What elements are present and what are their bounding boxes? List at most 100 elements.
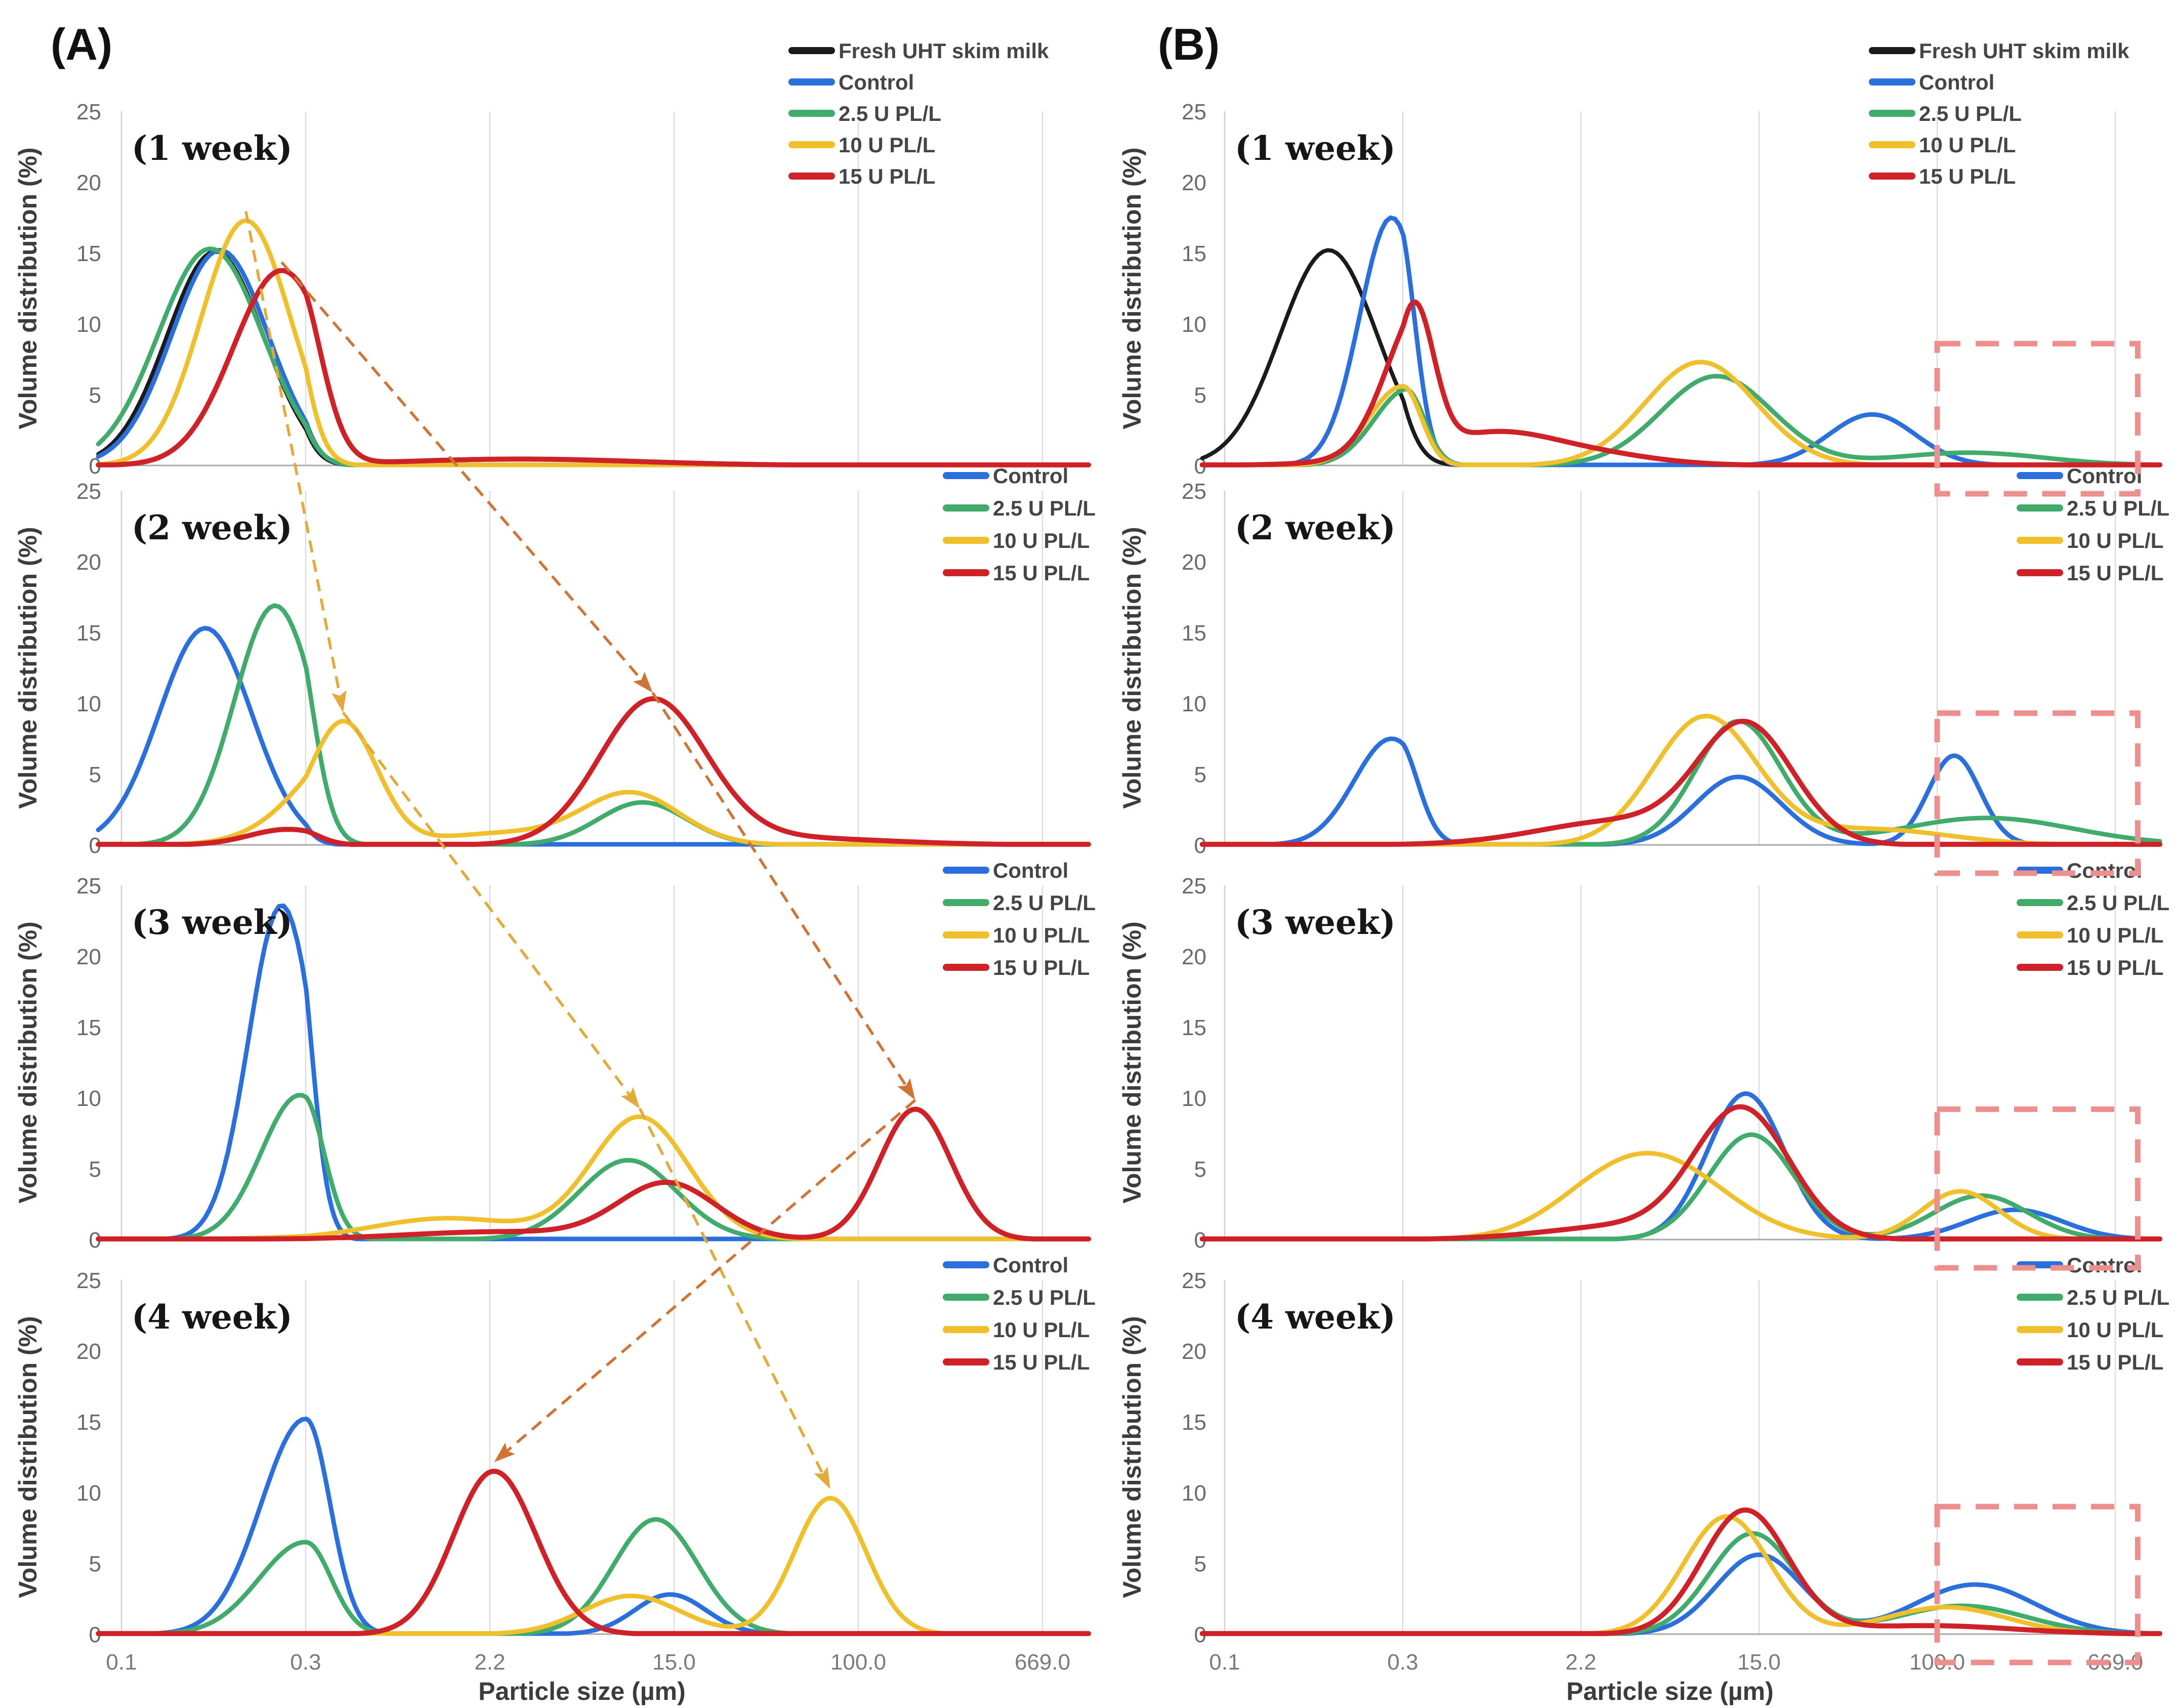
series-A4-control (96, 1417, 1091, 1636)
arrow-chain-yellow (244, 211, 830, 1489)
y-tick-label-A1-20: 20 (76, 170, 101, 195)
legend-label-B3-3: 15 U PL/L (2067, 956, 2163, 979)
y-tick-label-A1-15: 15 (76, 241, 101, 266)
y-tick-label-B2-10: 10 (1182, 692, 1206, 716)
y-tick-label-B1-15: 15 (1182, 241, 1206, 266)
arrowhead-icon (897, 1078, 915, 1100)
y-tick-label-A2-25: 25 (76, 479, 101, 504)
arrow-segment (342, 711, 633, 1099)
y-tick-label-A4-25: 25 (76, 1268, 101, 1293)
series-B1-15-u-pl-l (1199, 300, 2163, 467)
series-B1-fresh-uht-skim-milk (1200, 248, 2162, 467)
legend-label-A4-2: 10 U PL/L (993, 1318, 1090, 1342)
y-tick-label-A2-10: 10 (76, 692, 101, 716)
series-A1-15-u-pl-l (96, 268, 1092, 467)
y-tick-label-A1-25: 25 (76, 100, 101, 124)
legend-label-A1-4: 15 U PL/L (839, 164, 935, 188)
y-tick-label-B3-20: 20 (1182, 945, 1206, 969)
legend-B2: Control 2.5 U PL/L 10 U PL/L 15 U PL/L (2017, 464, 2169, 585)
legend-label-B2-0: Control (2067, 464, 2142, 488)
series-A4-2-5-u-pl-l (96, 1517, 1091, 1636)
y-tick-label-A4-15: 15 (76, 1410, 101, 1435)
x-tick-label-B4-3: 15.0 (1737, 1650, 1781, 1675)
series-A1-10-u-pl-l (96, 218, 1091, 467)
series-B4-15-u-pl-l (1199, 1507, 2163, 1636)
series-B2-15-u-pl-l (1199, 718, 2163, 847)
series-B3-15-u-pl-l (1199, 1104, 2163, 1242)
arrowhead-icon (331, 690, 347, 713)
y-tick-label-A2-5: 5 (89, 762, 101, 787)
legend-label-B1-1: Control (1919, 70, 1994, 94)
series-B2-control (1200, 736, 2162, 847)
y-axis-title-A1: Volume distribution (%) (14, 147, 42, 429)
panel-title-B4: (4 week) (1235, 1297, 1396, 1337)
y-tick-label-A4-10: 10 (76, 1481, 101, 1506)
arrow-segment (244, 211, 342, 700)
legend-label-B1-0: Fresh UHT skim milk (1919, 39, 2129, 63)
legend-label-A1-1: Control (839, 70, 914, 94)
highlight-box-B4 (1934, 1504, 2141, 1666)
arrowhead-icon (814, 1466, 830, 1489)
series-A1-control (96, 248, 1091, 467)
x-axis-title-B: Particle size (µm) (1566, 1677, 1774, 1705)
y-tick-label-B2-20: 20 (1182, 550, 1206, 575)
legend-label-A3-2: 10 U PL/L (993, 923, 1090, 947)
x-tick-label-A4-3: 15.0 (652, 1650, 696, 1675)
legend-A2: Control 2.5 U PL/L 10 U PL/L 15 U PL/L (943, 464, 1096, 585)
y-axis-title-A2: Volume distribution (%) (14, 527, 42, 808)
series-A4-15-u-pl-l (96, 1469, 1092, 1636)
legend-label-B3-2: 10 U PL/L (2067, 923, 2163, 947)
legend-label-A1-3: 10 U PL/L (839, 133, 935, 157)
y-tick-label-A2-20: 20 (76, 550, 101, 575)
legend-label-A2-2: 10 U PL/L (993, 529, 1090, 552)
series-B1-2-5-u-pl-l (1200, 374, 2162, 467)
legend-label-B1-4: 15 U PL/L (1919, 164, 2016, 188)
x-tick-label-B4-0: 0.1 (1209, 1650, 1240, 1675)
y-tick-label-B1-5: 5 (1194, 383, 1206, 408)
series-A2-15-u-pl-l (96, 696, 1092, 847)
legend-label-A2-3: 15 U PL/L (993, 561, 1090, 585)
y-tick-label-B2-5: 5 (1194, 762, 1206, 787)
y-tick-label-B3-5: 5 (1194, 1157, 1206, 1182)
arrow-segment (638, 1107, 826, 1478)
y-tick-label-B1-25: 25 (1182, 100, 1206, 124)
x-tick-label-A4-2: 2.2 (474, 1650, 505, 1675)
legend-label-B4-3: 15 U PL/L (2067, 1350, 2163, 1374)
legend-label-A4-3: 15 U PL/L (993, 1350, 1090, 1374)
legend-label-A3-3: 15 U PL/L (993, 956, 1090, 979)
legend-label-B2-2: 10 U PL/L (2067, 529, 2163, 552)
legend-label-B4-2: 10 U PL/L (2067, 1318, 2163, 1342)
legend-B1: Fresh UHT skim milk Control 2.5 U PL/L 10 U… (1869, 39, 2129, 188)
series-B3-10-u-pl-l (1200, 1150, 2162, 1242)
x-tick-label-A4-4: 100.0 (830, 1650, 886, 1675)
y-tick-label-B2-25: 25 (1182, 479, 1206, 504)
arrowhead-icon (621, 1087, 640, 1109)
series-B3-control (1200, 1091, 2162, 1242)
legend-label-A4-0: Control (993, 1253, 1068, 1277)
series-A3-10-u-pl-l (96, 1114, 1091, 1242)
arrowhead-icon (633, 671, 653, 693)
y-tick-label-B3-15: 15 (1182, 1015, 1206, 1040)
y-axis-title-B1: Volume distribution (%) (1118, 147, 1146, 429)
column-b-label: (B) (1158, 19, 1220, 69)
y-tick-label-B3-25: 25 (1182, 874, 1206, 899)
y-tick-label-A3-25: 25 (76, 874, 101, 899)
y-axis-title-B2: Volume distribution (%) (1118, 527, 1146, 808)
arrowhead-icon (494, 1442, 516, 1462)
series-A2-2-5-u-pl-l (96, 603, 1091, 847)
legend-label-A3-0: Control (993, 859, 1068, 882)
y-axis-title-B3: Volume distribution (%) (1118, 921, 1146, 1203)
y-tick-label-B4-10: 10 (1182, 1481, 1206, 1506)
